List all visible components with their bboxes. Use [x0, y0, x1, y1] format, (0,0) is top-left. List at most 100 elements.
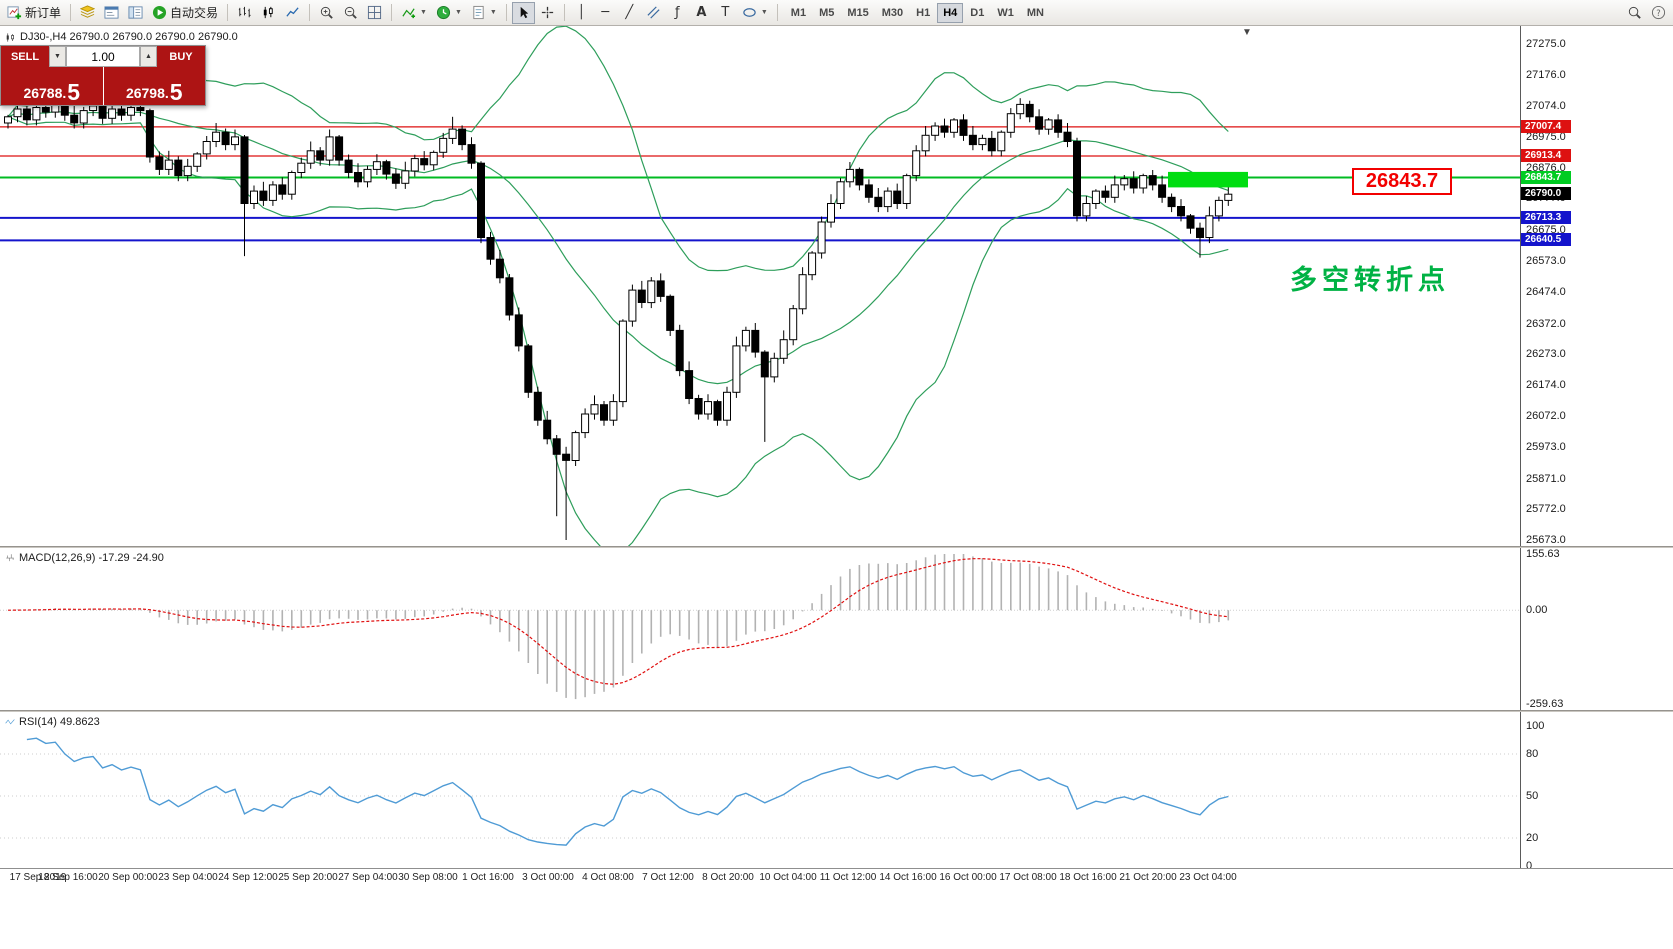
data-window-icon — [128, 6, 143, 19]
templates-button[interactable]: ▼ — [467, 2, 501, 24]
one-click-trading-panel: SELL ▼ ▲ BUY 26788.5 26798.5 — [0, 45, 206, 106]
vertical-line-button[interactable]: │ — [570, 2, 593, 24]
market-watch-button[interactable] — [100, 2, 123, 24]
time-axis-label: 23 Sep 04:00 — [158, 872, 218, 883]
macd-panel: MACD(12,26,9) -17.29 -24.90 155.63 0.00 -2… — [0, 548, 1673, 710]
zoom-in-button[interactable] — [315, 2, 338, 24]
shapes-button[interactable]: ▼ — [738, 2, 772, 24]
timeframe-button-MN[interactable]: MN — [1021, 3, 1050, 23]
main-chart-plot[interactable]: DJ30-,H4 26790.0 26790.0 26790.0 26790.0… — [0, 26, 1520, 546]
time-axis-label: 30 Sep 08:00 — [398, 872, 458, 883]
channel-icon — [647, 6, 660, 19]
chart-ohlc-title: DJ30-,H4 26790.0 26790.0 26790.0 26790.0 — [5, 31, 238, 43]
text-button[interactable]: A — [690, 2, 713, 24]
time-axis-label: 14 Oct 16:00 — [879, 872, 937, 883]
volume-dropdown-button[interactable]: ▼ — [49, 46, 66, 67]
highlight-zone[interactable] — [1168, 171, 1248, 188]
trendline-button[interactable]: ╱ — [618, 2, 641, 24]
timeframe-button-H1[interactable]: H1 — [910, 3, 936, 23]
rsi-axis-label: 0 — [1526, 860, 1533, 872]
time-axis-label: 21 Oct 20:00 — [1119, 872, 1177, 883]
layers-icon — [80, 5, 96, 18]
rsi-levels — [0, 753, 1520, 839]
price-axis-label: 27275.0 — [1526, 38, 1566, 50]
rsi-label-text: RSI(14) 49.8623 — [19, 716, 100, 728]
fibonacci-button[interactable]: ƒ — [666, 2, 689, 24]
new-order-button[interactable]: 新订单 — [3, 2, 65, 24]
profiles-button[interactable] — [76, 2, 99, 24]
price-annotation-label[interactable]: 26843.7 — [1352, 168, 1452, 195]
tile-windows-button[interactable] — [363, 2, 386, 24]
auto-trading-button[interactable]: 自动交易 — [148, 2, 222, 24]
auto-trading-label: 自动交易 — [170, 6, 219, 20]
template-page-icon — [473, 5, 484, 20]
price-axis-label: 25973.0 — [1526, 441, 1566, 453]
sell-price-main: 26788. — [23, 85, 67, 101]
timeframe-button-M5[interactable]: M5 — [813, 3, 840, 23]
chart-shift-marker[interactable]: ▼ — [1242, 27, 1252, 38]
trade-panel-top-row: SELL ▼ ▲ BUY — [1, 46, 205, 67]
rsi-axis[interactable]: 100 80 50 20 0 — [1520, 712, 1672, 872]
turning-point-annotation[interactable]: 多空转折点 — [1290, 265, 1450, 295]
rsi-panel: RSI(14) 49.8623 100 80 50 20 0 — [0, 712, 1673, 872]
search-button[interactable] — [1623, 2, 1646, 24]
zoom-in-icon — [320, 6, 333, 19]
price-tag: 26790.0 — [1521, 187, 1571, 200]
label-button[interactable]: T — [714, 2, 737, 24]
price-axis-label: 26474.0 — [1526, 286, 1566, 298]
timeframe-button-W1[interactable]: W1 — [991, 3, 1020, 23]
timeframe-button-D1[interactable]: D1 — [964, 3, 990, 23]
data-window-button[interactable] — [124, 2, 147, 24]
rsi-axis-label: 100 — [1526, 720, 1545, 732]
time-axis-label: 16 Oct 00:00 — [939, 872, 997, 883]
line-chart-icon — [286, 7, 299, 17]
time-axis-label: 7 Oct 12:00 — [642, 872, 694, 883]
timeframe-button-H4[interactable]: H4 — [937, 2, 964, 23]
sell-button[interactable]: SELL — [1, 46, 49, 67]
periods-button[interactable]: ▼ — [432, 2, 466, 24]
channel-button[interactable] — [642, 2, 665, 24]
zoom-out-button[interactable] — [339, 2, 362, 24]
macd-label-text: MACD(12,26,9) -17.29 -24.90 — [19, 552, 164, 564]
panel-splitter[interactable] — [0, 710, 1673, 712]
new-order-label: 新订单 — [25, 6, 62, 20]
rsi-label: RSI(14) 49.8623 — [5, 716, 100, 728]
market-watch-icon — [104, 6, 119, 19]
candles — [4, 98, 1233, 540]
crosshair-button[interactable] — [536, 2, 559, 24]
panel-splitter[interactable] — [0, 546, 1673, 548]
toolbar-separator — [309, 4, 311, 21]
timeframe-group: M1 M5 M15 M30 H1 H4 D1 W1 MN — [785, 2, 1050, 23]
main-chart-canvas[interactable] — [0, 26, 1520, 546]
help-button[interactable]: ? — [1647, 2, 1670, 24]
timeframe-button-M15[interactable]: M15 — [841, 3, 874, 23]
macd-plot[interactable]: MACD(12,26,9) -17.29 -24.90 — [0, 548, 1520, 710]
cursor-button[interactable] — [511, 1, 535, 24]
time-axis-label: 1 Oct 16:00 — [462, 872, 514, 883]
buy-price-button[interactable]: 26798. 5 — [103, 67, 205, 105]
crosshair-icon — [541, 6, 553, 19]
indicators-button[interactable]: ▼ — [397, 2, 431, 24]
ohlc-title-text: DJ30-,H4 26790.0 26790.0 26790.0 26790.0 — [20, 31, 238, 43]
buy-button[interactable]: BUY — [157, 46, 205, 67]
timeframe-button-M30[interactable]: M30 — [876, 3, 909, 23]
bar-chart-button[interactable] — [233, 2, 256, 24]
help-icon: ? — [1651, 5, 1666, 20]
timeframe-button-M1[interactable]: M1 — [785, 3, 812, 23]
chevron-up-icon: ▲ — [145, 53, 152, 60]
sell-price-button[interactable]: 26788. 5 — [1, 67, 103, 105]
volume-input[interactable] — [66, 46, 140, 67]
main-price-axis[interactable]: 27275.027176.027074.026975.026876.026777… — [1520, 26, 1672, 546]
rsi-plot[interactable]: RSI(14) 49.8623 — [0, 712, 1520, 868]
toolbar-separator — [505, 4, 507, 21]
time-axis-label: 18 Sep 16:00 — [38, 872, 98, 883]
cursor-icon — [520, 6, 529, 19]
horizontal-line-icon: ─ — [601, 5, 610, 20]
volume-up-button[interactable]: ▲ — [140, 46, 157, 67]
time-axis[interactable]: 17 Sep 2019 18 Sep 16:00 20 Sep 00:00 23 Se… — [0, 868, 1673, 887]
indicators-icon — [402, 8, 416, 19]
line-chart-button[interactable] — [281, 2, 304, 24]
candlestick-chart-button[interactable] — [257, 2, 280, 24]
macd-axis[interactable]: 155.63 0.00 -259.63 — [1520, 548, 1672, 710]
horizontal-line-button[interactable]: ─ — [594, 2, 617, 24]
